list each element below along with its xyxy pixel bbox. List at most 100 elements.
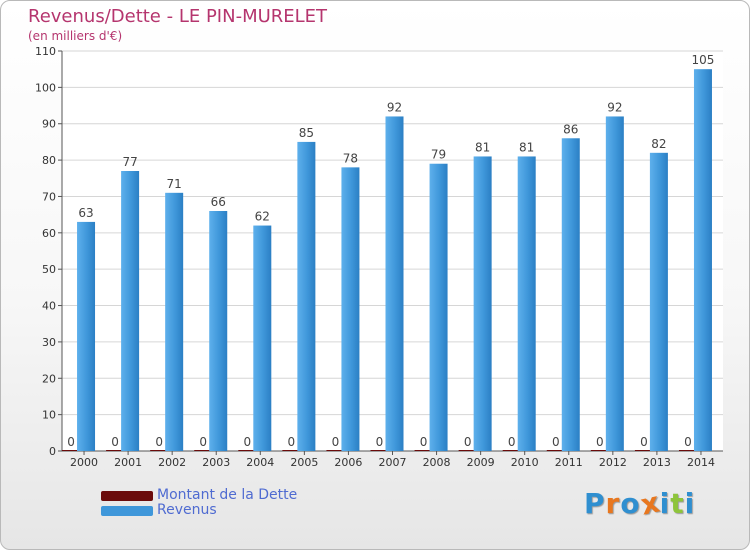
y-tick-label: 60 [42,227,56,240]
bar-revenus [473,156,492,452]
x-tick-label: 2008 [423,456,451,469]
data-label-revenus: 82 [651,137,666,151]
x-tick-label: 2001 [114,456,142,469]
data-label-dette: 0 [288,435,296,449]
y-tick-label: 0 [49,445,56,458]
bar-revenus [517,156,536,452]
x-tick-label: 2010 [511,456,539,469]
data-label-revenus: 92 [387,100,402,114]
bar-dette [678,450,697,451]
data-label-dette: 0 [199,435,207,449]
bar-revenus [297,141,316,451]
y-tick-label: 90 [42,118,56,131]
x-tick-label: 2000 [70,456,98,469]
data-label-revenus: 78 [343,151,358,165]
chart-title: Revenus/Dette - LE PIN-MURELET [28,6,328,27]
bar-revenus [209,211,228,451]
legend-label-revenus: Revenus [157,502,217,518]
data-label-revenus: 81 [519,140,534,154]
legend-item-revenus: Revenus [101,503,297,518]
y-tick-label: 110 [35,45,56,58]
data-label-revenus: 85 [299,126,314,140]
data-label-dette: 0 [464,435,472,449]
data-label-dette: 0 [684,435,692,449]
y-tick-label: 70 [42,190,56,203]
y-tick-label: 30 [42,336,56,349]
data-label-revenus: 71 [167,177,182,191]
legend-swatch-revenus [101,505,153,516]
x-tick-label: 2007 [379,456,407,469]
bar-dette [326,450,345,451]
data-label-dette: 0 [552,435,560,449]
data-label-revenus: 81 [475,140,490,154]
bar-dette [458,450,477,451]
y-tick-label: 40 [42,300,56,313]
logo-letter: i [684,487,696,520]
x-tick-label: 2011 [555,456,583,469]
data-label-dette: 0 [596,435,604,449]
data-label-revenus: 79 [431,148,446,162]
bar-revenus [605,116,624,452]
data-label-dette: 0 [376,435,384,449]
data-label-revenus: 86 [563,122,578,136]
bar-revenus [77,221,96,451]
bar-dette [238,450,257,451]
data-label-dette: 0 [640,435,648,449]
bar-revenus [561,138,580,452]
x-tick-label: 2004 [246,456,274,469]
y-tick-label: 50 [42,263,56,276]
logo-letter: o [620,487,641,520]
bar-dette [282,450,301,451]
data-label-dette: 0 [508,435,516,449]
data-label-dette: 0 [243,435,251,449]
data-label-dette: 0 [332,435,340,449]
x-tick-label: 2002 [158,456,186,469]
y-tick-label: 80 [42,154,56,167]
bar-dette [62,450,81,451]
proxiti-logo: Proxiti [584,485,696,521]
data-label-revenus: 62 [255,210,270,224]
bar-dette [370,450,389,451]
bar-revenus [693,69,712,451]
data-label-revenus: 92 [607,100,622,114]
bar-dette [414,450,433,451]
data-label-dette: 0 [111,435,119,449]
bar-dette [546,450,565,451]
data-label-revenus: 105 [692,53,715,67]
data-label-dette: 0 [420,435,428,449]
chart-subtitle: (en milliers d'€) [28,29,123,43]
data-label-revenus: 63 [78,206,93,220]
y-tick-label: 20 [42,372,56,385]
bar-dette [194,450,213,451]
data-label-dette: 0 [155,435,163,449]
bar-dette [502,450,521,451]
legend-label-dette: Montant de la Dette [157,487,298,503]
x-tick-label: 2012 [599,456,627,469]
bar-revenus [253,225,272,451]
chart-legend: Montant de la Dette Revenus [101,488,297,518]
data-label-revenus: 66 [211,195,226,209]
data-label-revenus: 77 [122,155,137,169]
x-tick-label: 2006 [334,456,362,469]
bar-revenus [385,116,404,452]
bar-dette [106,450,125,451]
logo-letter: i [659,487,671,520]
y-tick-label: 10 [42,409,56,422]
bar-dette [150,450,169,451]
x-tick-label: 2013 [643,456,671,469]
logo-letter: t [670,487,685,520]
x-tick-label: 2014 [687,456,715,469]
bar-dette [634,450,653,451]
x-tick-label: 2009 [467,456,495,469]
x-tick-label: 2003 [202,456,230,469]
bar-dette [590,450,609,451]
bar-revenus [649,152,668,451]
legend-item-dette: Montant de la Dette [101,488,297,503]
data-label-dette: 0 [67,435,75,449]
logo-letter: r [605,487,621,520]
legend-swatch-dette [101,490,153,501]
bar-revenus [429,163,448,451]
y-tick-label: 100 [35,81,56,94]
